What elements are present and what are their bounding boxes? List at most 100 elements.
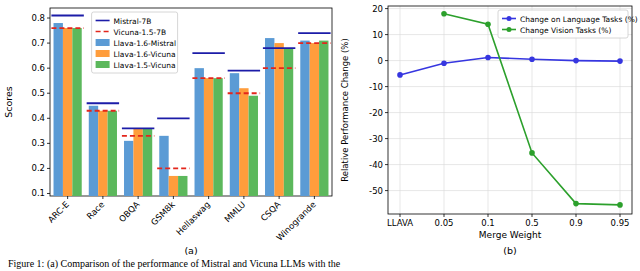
x-tick-label: MMLU <box>222 199 247 224</box>
bar <box>213 78 222 196</box>
bar <box>169 176 178 196</box>
y-tick-label: 20 <box>372 4 383 14</box>
bar <box>98 111 107 196</box>
grid-line-x <box>444 6 445 214</box>
grid-line-x <box>488 6 489 214</box>
caption: Figure 1: (a) Comparison of the performa… <box>8 258 341 270</box>
x-tick-label: GSM8k <box>149 199 177 227</box>
reference-line <box>87 102 119 104</box>
x-tick <box>576 214 577 217</box>
y-tick <box>47 68 50 69</box>
panel-label: (b) <box>503 245 516 256</box>
y-tick-label: 10 <box>372 30 383 40</box>
y-tick-label: 0.1 <box>31 188 45 198</box>
reference-line <box>192 52 224 54</box>
y-tick-label: 0.5 <box>31 88 45 98</box>
bar <box>300 41 309 196</box>
legend-marker <box>507 16 512 21</box>
bar <box>204 78 213 196</box>
legend: Mistral-7BVicuna-1.5-7BLlava-1.6-Mistral… <box>92 12 178 73</box>
y-tick <box>385 138 388 139</box>
y-tick <box>47 18 50 19</box>
reference-line <box>298 32 330 34</box>
y-tick <box>385 112 388 113</box>
bar <box>265 38 274 196</box>
legend-label: Change Vision Tasks (%) <box>520 26 611 35</box>
y-tick-label: -30 <box>369 134 383 144</box>
y-tick-label: 0.3 <box>31 138 45 148</box>
bar <box>178 176 187 196</box>
bar <box>89 106 98 196</box>
point <box>485 55 491 61</box>
reference-line <box>228 70 260 72</box>
x-tick-label: Winogrande <box>274 199 317 242</box>
x-tick <box>208 196 209 199</box>
y-tick <box>385 164 388 165</box>
y-tick <box>47 43 50 44</box>
legend-frame <box>92 12 178 73</box>
axes: -50-40-30-20-1001020LLAVA0.050.10.50.90.… <box>340 4 632 256</box>
y-tick <box>385 60 388 61</box>
grid-line-x <box>400 6 401 214</box>
bar <box>72 28 81 196</box>
plot-frame <box>388 6 632 214</box>
y-tick <box>47 118 50 119</box>
point <box>441 11 447 17</box>
reference-line <box>87 110 119 112</box>
reference-line <box>192 77 224 79</box>
legend: Change on Language Tasks (%) Change Visio… <box>498 10 638 38</box>
bar <box>63 28 72 196</box>
legend-swatch <box>96 61 110 68</box>
panel-label: (a) <box>184 245 197 256</box>
point <box>617 202 623 208</box>
reference-line <box>51 27 83 29</box>
legend-label: Change on Language Tasks (%) <box>520 15 638 24</box>
x-tick <box>173 196 174 199</box>
legend-swatch <box>96 31 110 33</box>
bar <box>284 48 293 196</box>
legend-swatch <box>96 39 110 46</box>
y-tick <box>385 86 388 87</box>
y-tick-label: -10 <box>369 82 383 92</box>
figure-root: 0.10.20.30.40.50.60.70.8ARC-ERaceOBQAGSM… <box>0 0 640 271</box>
x-tick-label: 0.05 <box>435 218 454 228</box>
reference-line <box>228 92 260 94</box>
bar <box>124 141 133 196</box>
grid-line <box>388 164 632 165</box>
series-line <box>444 14 620 205</box>
reference-line <box>122 135 154 137</box>
x-tick <box>279 196 280 199</box>
bar <box>195 68 204 196</box>
y-tick <box>385 34 388 35</box>
figure: 0.10.20.30.40.50.60.70.8ARC-ERaceOBQAGSM… <box>0 0 640 271</box>
point <box>529 57 535 63</box>
bar <box>54 23 63 196</box>
y-tick-label: 0.4 <box>31 113 45 123</box>
legend-label: Llava-1.5-Vicuna <box>114 61 176 70</box>
bar <box>274 43 283 196</box>
plot-area <box>397 11 623 208</box>
bar <box>108 111 117 196</box>
point <box>573 201 579 207</box>
y-tick <box>47 168 50 169</box>
y-tick <box>47 93 50 94</box>
point <box>485 21 491 27</box>
legend-label: Llava-1.6-Vicuna <box>114 50 176 59</box>
x-tick-label: 0.95 <box>611 218 630 228</box>
y-axis-label: Scores <box>3 86 14 118</box>
legend-swatch <box>96 50 110 57</box>
reference-line <box>263 47 295 49</box>
x-tick-label: 0.9 <box>569 218 583 228</box>
legend-marker <box>507 27 512 32</box>
reference-line <box>157 168 189 170</box>
x-tick <box>314 196 315 199</box>
x-tick-label: ARC-E <box>46 199 71 224</box>
grid-line <box>388 190 632 191</box>
x-tick <box>400 214 401 217</box>
axes: 0.10.20.30.40.50.60.70.8ARC-ERaceOBQAGSM… <box>3 8 332 256</box>
y-tick-label: -40 <box>369 160 383 170</box>
bar <box>319 41 328 196</box>
y-tick-label: 0.2 <box>31 163 45 173</box>
point <box>529 150 535 156</box>
x-tick-label: Hellaswag <box>174 199 212 237</box>
